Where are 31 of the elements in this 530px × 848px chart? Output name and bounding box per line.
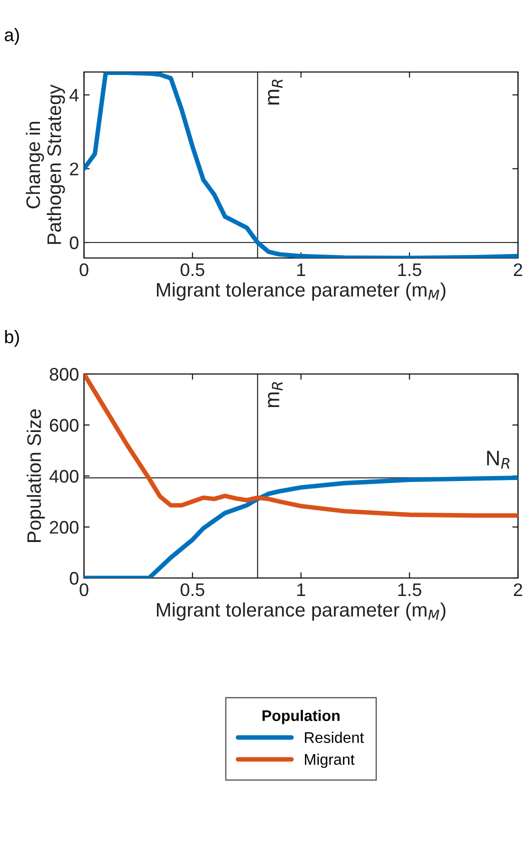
x-tick-label: 1 (297, 264, 306, 276)
y-axis-title: Change in Pathogen Strategy (26, 84, 65, 244)
y-tick-label: 4 (70, 89, 79, 102)
legend-label: Resident (304, 732, 364, 743)
y-tick-label: 400 (49, 470, 78, 483)
x-tick-label: 1.5 (398, 584, 422, 596)
y-tick-label: 800 (50, 368, 78, 381)
y-tick-label: 0 (70, 572, 78, 585)
x-tick-label: 0 (80, 583, 88, 596)
y-tick-label: 2 (70, 162, 78, 176)
ref-line-label: N$_{R}$ (487, 450, 510, 469)
x-tick-label: 2 (514, 583, 522, 596)
y-tick-label: 200 (50, 520, 78, 534)
y-tick-label: 600 (50, 418, 78, 432)
x-axis-title: Migrant tolerance parameter (m$_{M}$) (156, 282, 446, 301)
x-tick-label: 0.5 (180, 583, 204, 596)
legend-label: Migrant (304, 754, 355, 768)
text: a) (4, 28, 19, 45)
x-tick-label: 2 (514, 263, 522, 276)
x-tick-label: 1 (297, 584, 306, 596)
text: b) (5, 330, 19, 347)
legend-title: Population (262, 710, 340, 724)
y-tick-label: 0 (70, 236, 78, 250)
ref-line-label: m$_{R}$ (268, 80, 283, 105)
x-tick-label: 0 (80, 263, 88, 276)
x-tick-label: 0.5 (180, 263, 204, 276)
ref-line-label: m$_{R}$ (268, 382, 283, 408)
line-series (84, 72, 518, 258)
x-axis-title: Migrant tolerance parameter (m$_{M}$) (156, 602, 446, 621)
x-tick-label: 1.5 (398, 264, 422, 276)
y-axis-title: Population Size (26, 409, 45, 542)
